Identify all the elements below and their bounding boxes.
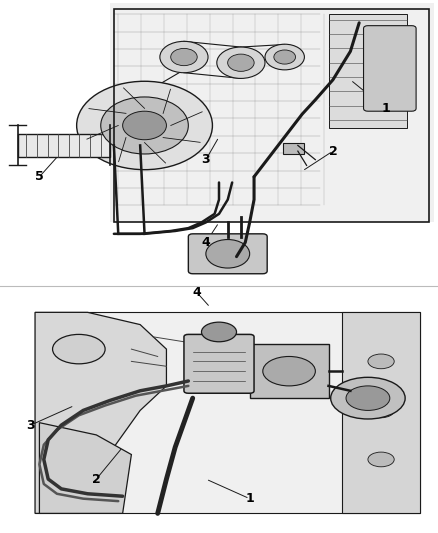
Text: 2: 2 xyxy=(328,144,337,158)
Circle shape xyxy=(123,111,166,140)
Circle shape xyxy=(265,44,304,70)
FancyBboxPatch shape xyxy=(35,312,420,513)
FancyBboxPatch shape xyxy=(250,344,328,398)
Text: 3: 3 xyxy=(201,153,210,166)
Circle shape xyxy=(206,239,250,268)
FancyBboxPatch shape xyxy=(283,143,304,154)
FancyBboxPatch shape xyxy=(364,26,416,111)
Circle shape xyxy=(77,81,212,169)
FancyBboxPatch shape xyxy=(188,234,267,274)
Circle shape xyxy=(368,403,394,418)
FancyBboxPatch shape xyxy=(18,134,109,157)
Text: 5: 5 xyxy=(35,171,44,183)
Text: 1: 1 xyxy=(381,102,390,115)
Circle shape xyxy=(228,54,254,71)
Text: 2: 2 xyxy=(92,473,101,486)
Circle shape xyxy=(368,452,394,467)
Circle shape xyxy=(101,97,188,154)
FancyBboxPatch shape xyxy=(328,14,407,128)
Text: 4: 4 xyxy=(193,286,201,299)
Circle shape xyxy=(53,334,105,364)
Circle shape xyxy=(263,357,315,386)
Polygon shape xyxy=(39,423,131,513)
FancyBboxPatch shape xyxy=(342,312,420,513)
Circle shape xyxy=(274,50,296,64)
Circle shape xyxy=(331,377,405,419)
Circle shape xyxy=(217,47,265,78)
FancyBboxPatch shape xyxy=(184,334,254,393)
Circle shape xyxy=(160,42,208,72)
FancyBboxPatch shape xyxy=(110,3,434,222)
Text: 4: 4 xyxy=(201,236,210,249)
Circle shape xyxy=(171,49,197,66)
Circle shape xyxy=(368,354,394,369)
Circle shape xyxy=(346,386,390,410)
Text: 1: 1 xyxy=(245,492,254,505)
Text: 3: 3 xyxy=(26,418,35,432)
Polygon shape xyxy=(35,312,166,513)
Circle shape xyxy=(201,322,237,342)
